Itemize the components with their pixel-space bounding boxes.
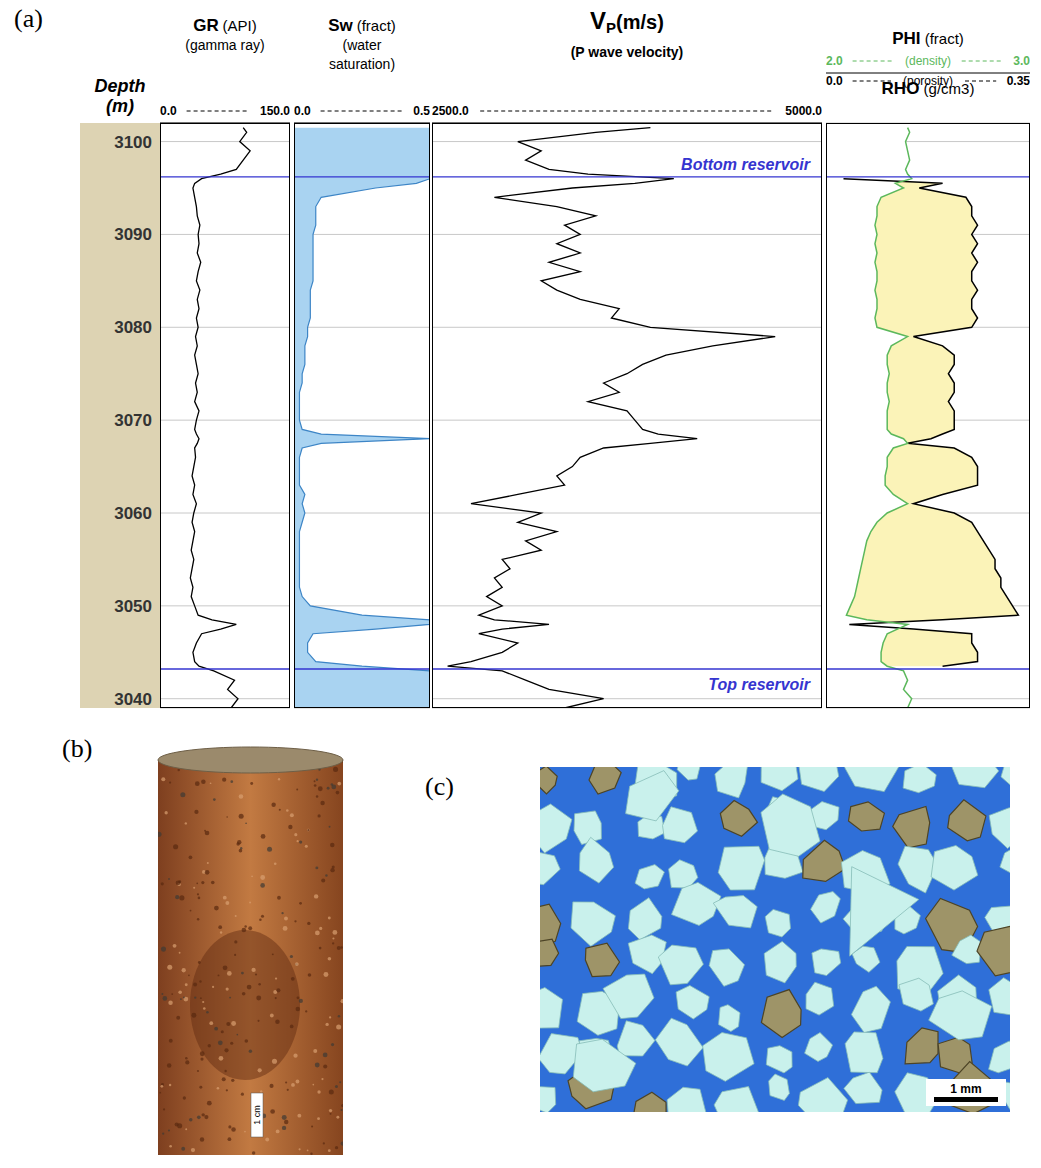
svg-text:0.0: 0.0 <box>294 104 311 118</box>
svg-text:3080: 3080 <box>114 318 152 337</box>
svg-text:(b): (b) <box>62 734 92 763</box>
svg-text:(porosity): (porosity) <box>903 74 953 88</box>
svg-text:150.0: 150.0 <box>260 104 290 118</box>
svg-text:3070: 3070 <box>114 411 152 430</box>
svg-text:(c): (c) <box>425 772 454 801</box>
svg-text:3040: 3040 <box>114 690 152 709</box>
svg-text:2.0: 2.0 <box>826 54 843 68</box>
svg-text:0.35: 0.35 <box>1007 74 1030 88</box>
svg-text:1 cm: 1 cm <box>252 1105 262 1125</box>
svg-text:Bottom reservoir: Bottom reservoir <box>681 156 811 173</box>
svg-text:0.0: 0.0 <box>160 104 177 118</box>
svg-text:1 mm: 1 mm <box>950 1082 981 1096</box>
svg-text:2500.0: 2500.0 <box>432 104 469 118</box>
svg-text:3100: 3100 <box>114 133 152 152</box>
svg-text:3060: 3060 <box>114 504 152 523</box>
svg-text:Top reservoir: Top reservoir <box>708 676 810 693</box>
svg-text:3090: 3090 <box>114 225 152 244</box>
svg-text:3050: 3050 <box>114 597 152 616</box>
svg-text:(density): (density) <box>905 54 951 68</box>
svg-text:0.0: 0.0 <box>826 74 843 88</box>
svg-text:5000.0: 5000.0 <box>785 104 822 118</box>
svg-text:0.5: 0.5 <box>413 104 430 118</box>
svg-text:3.0: 3.0 <box>1013 54 1030 68</box>
